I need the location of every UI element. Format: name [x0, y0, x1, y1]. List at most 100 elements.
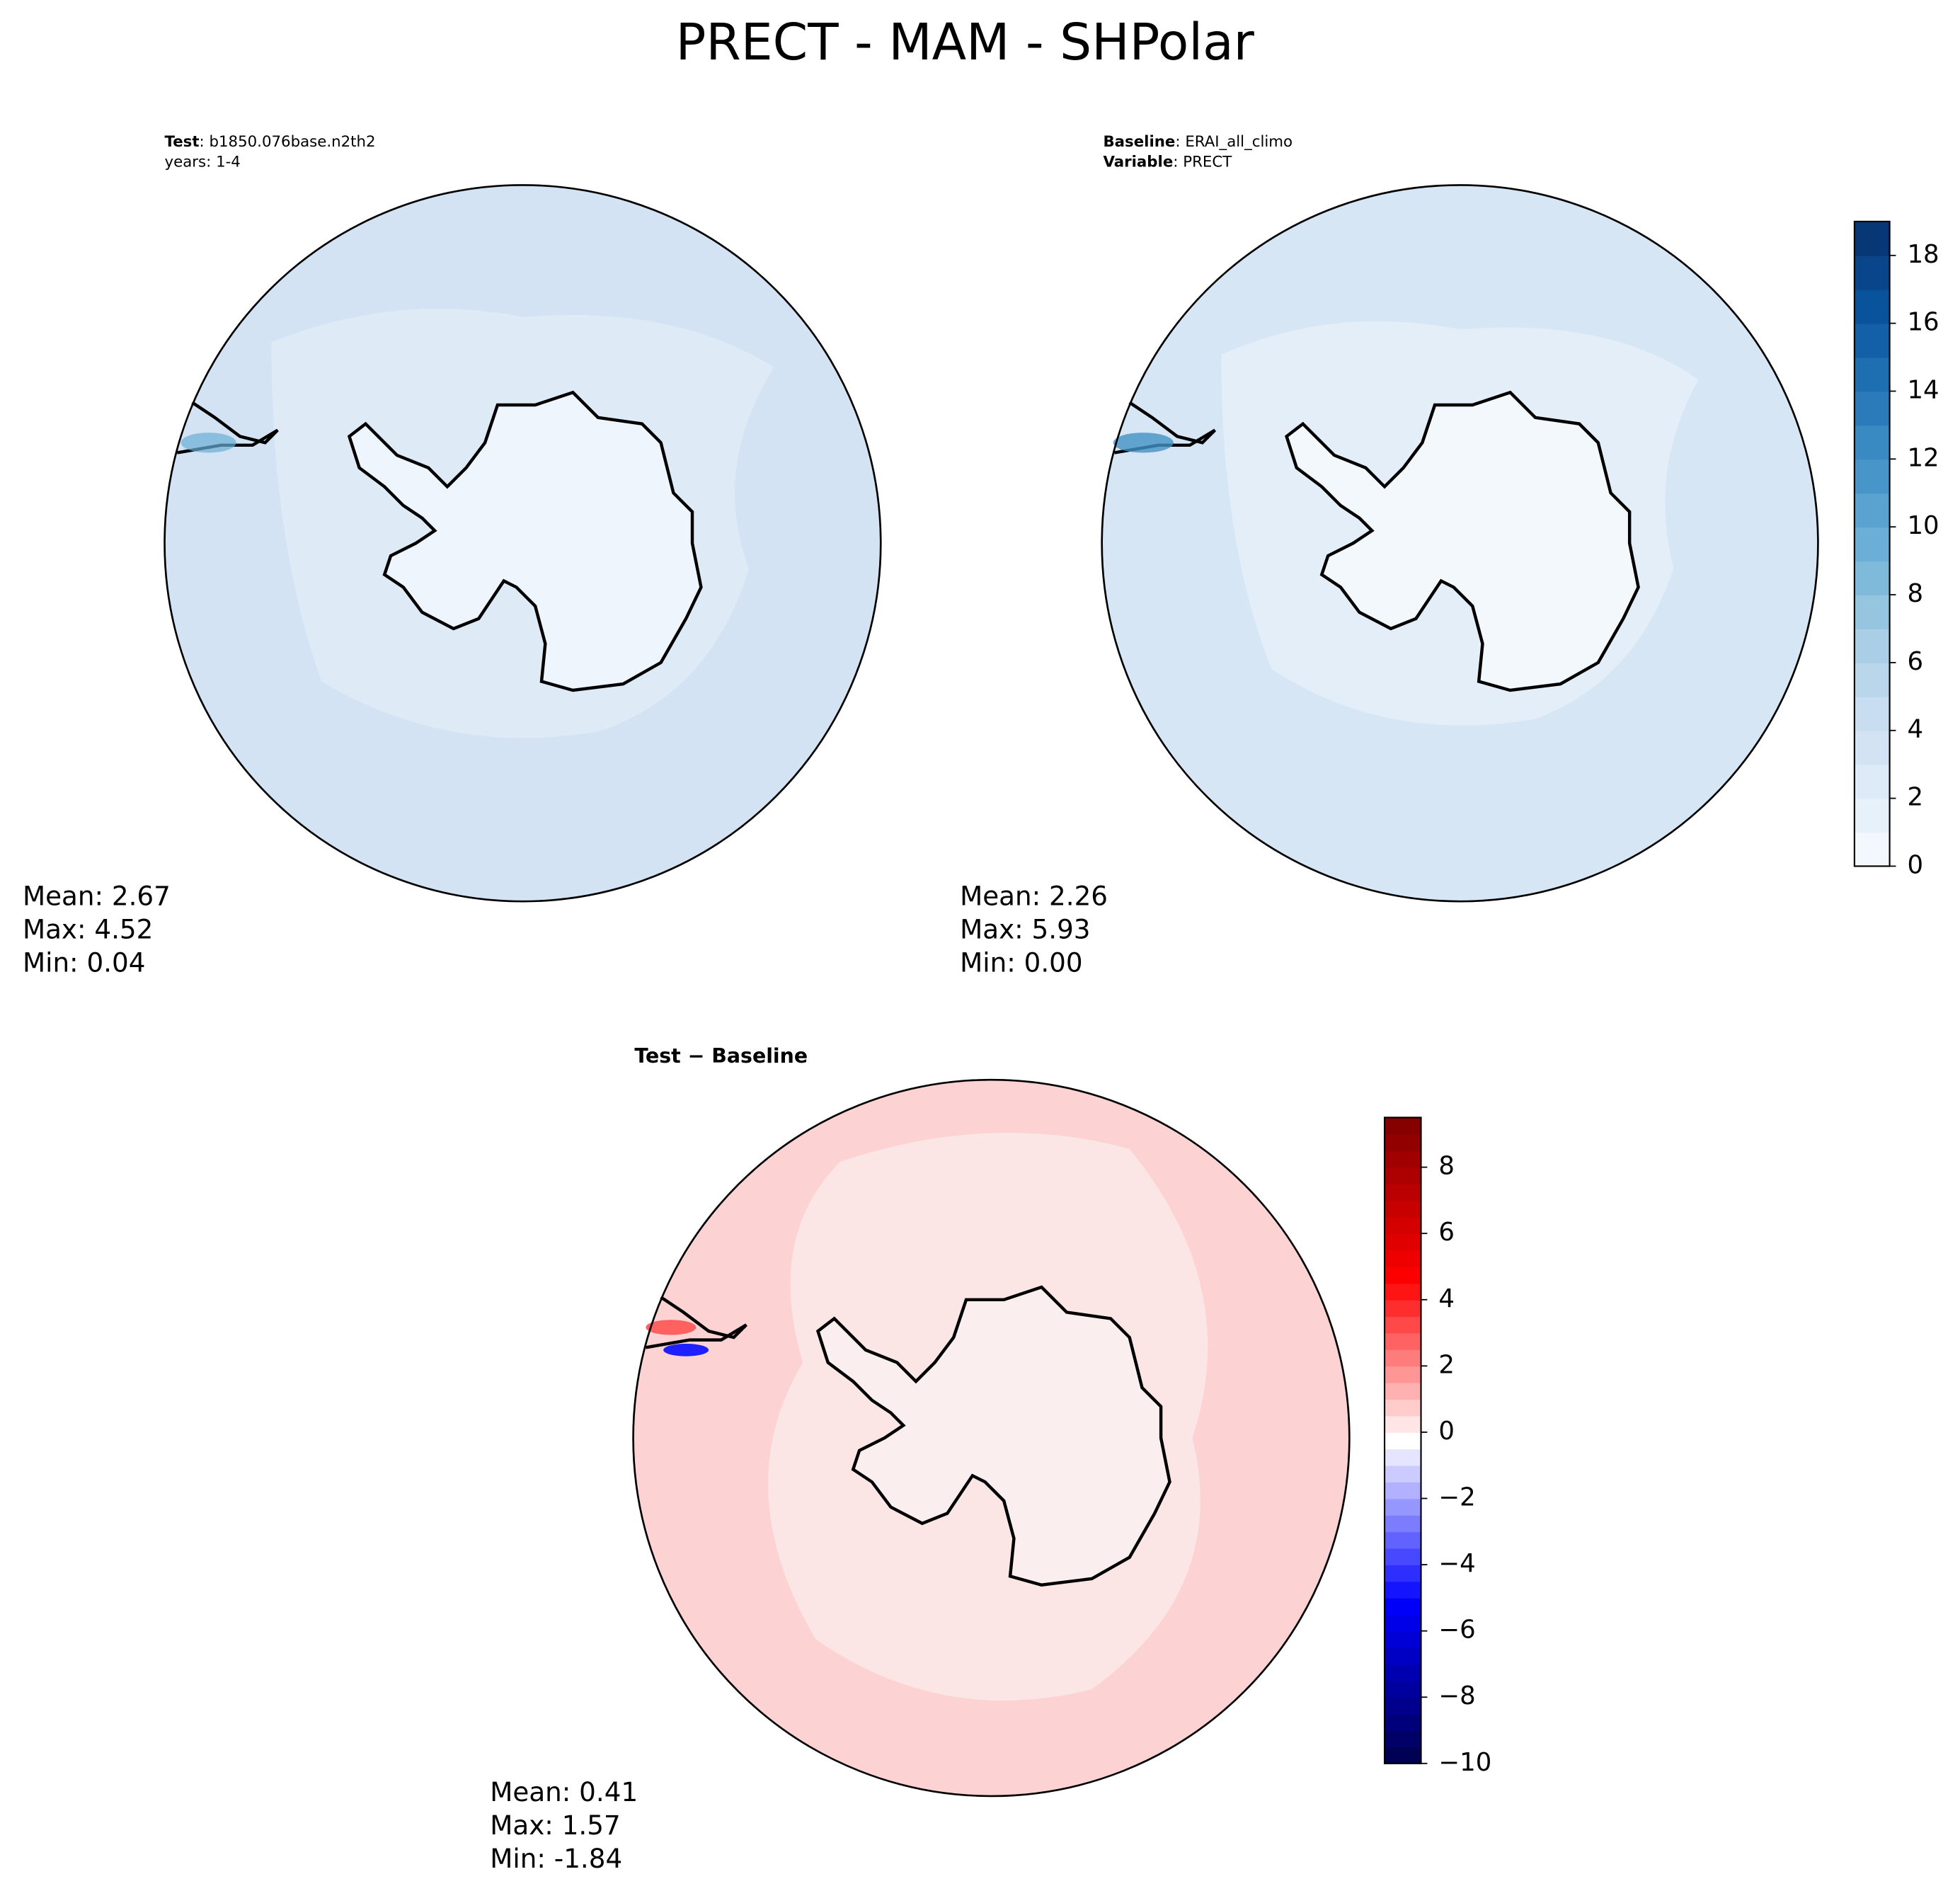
map-baseline [1101, 184, 1819, 903]
colorbar-band [1385, 1117, 1421, 1135]
header-text: : ERAI_all_climo [1175, 133, 1293, 151]
map-test [164, 184, 882, 903]
colorbar-band [1385, 1548, 1421, 1565]
panel-header: Test: b1850.076base.n2th2 [165, 133, 376, 151]
colorbar-tick-label: 4 [1907, 715, 1923, 744]
colorbar-band [1854, 493, 1890, 528]
colorbar-band [1385, 1150, 1421, 1168]
header-bold: Variable [1103, 153, 1173, 171]
colorbar-tick-label: −6 [1438, 1616, 1475, 1645]
colorbar-tick-label: 0 [1907, 850, 1923, 879]
colorbar-band [1854, 730, 1890, 765]
panel-header: Variable: PRECT [1103, 153, 1232, 171]
colorbar-band [1385, 1382, 1421, 1400]
colorbar-band [1385, 1697, 1421, 1715]
colorbar-frame [1853, 220, 1891, 867]
colorbar-band [1385, 1399, 1421, 1417]
stat-line: Mean: 2.67 [23, 880, 171, 911]
colorbar-band [1385, 1465, 1421, 1482]
colorbar-band [1385, 1283, 1421, 1301]
colorbar-tick-label: 0 [1438, 1417, 1455, 1446]
colorbar-band [1385, 1233, 1421, 1251]
colorbar-band [1854, 323, 1890, 358]
stat-line: Mean: 0.41 [490, 1776, 638, 1807]
colorbar-band [1385, 1514, 1421, 1533]
stat-line: Mean: 2.26 [960, 880, 1108, 911]
colorbar-band [1854, 357, 1890, 392]
colorbar-tick-label: 10 [1907, 511, 1939, 540]
colorbar-band [1854, 425, 1890, 460]
colorbar-tick-label: 14 [1907, 376, 1939, 405]
colorbar-band [1385, 1664, 1421, 1681]
header-text: : b1850.076base.n2th2 [200, 133, 376, 151]
panel-header: years: 1-4 [165, 153, 241, 171]
colorbar-tick-label: 18 [1907, 240, 1939, 269]
colorbar-band [1854, 832, 1890, 867]
colorbar-band [1385, 1200, 1421, 1218]
stat-line: Min: -1.84 [490, 1843, 622, 1874]
colorbar-band [1854, 391, 1890, 426]
colorbar-band [1385, 1449, 1421, 1466]
colorbar-band [1854, 798, 1890, 833]
colorbar-tick-label: 8 [1907, 579, 1923, 608]
header-text: years: 1-4 [165, 153, 241, 171]
colorbar-band [1854, 595, 1890, 629]
stat-line: Max: 5.93 [960, 913, 1090, 944]
colorbar-tick-label: 4 [1438, 1284, 1455, 1313]
colorbar-band [1854, 662, 1890, 697]
colorbar-band [1385, 1349, 1421, 1367]
colorbar-band [1854, 561, 1890, 595]
colorbar-band [1385, 1432, 1421, 1450]
colorbar-band [1385, 1366, 1421, 1383]
colorbar-band [1385, 1184, 1421, 1201]
colorbar-band [1385, 1167, 1421, 1184]
colorbar-tick-label: 6 [1438, 1218, 1455, 1247]
colorbar-band [1385, 1531, 1421, 1549]
colorbar-tick-label: −8 [1438, 1681, 1475, 1710]
stat-line: Max: 1.57 [490, 1810, 620, 1841]
colorbar-band [1854, 696, 1890, 731]
panel-header: Baseline: ERAI_all_climo [1103, 133, 1293, 151]
colorbar-band [1385, 1133, 1421, 1152]
colorbar-tick-label: −4 [1438, 1549, 1475, 1578]
colorbar-frame [1383, 1116, 1422, 1764]
header-bold: Test − Baseline [634, 1044, 808, 1068]
colorbar-band [1854, 289, 1890, 324]
header-bold: Baseline [1103, 133, 1175, 151]
header-bold: Test [165, 133, 200, 151]
panel-header: Test − Baseline [634, 1044, 808, 1068]
colorbar-band [1854, 764, 1890, 799]
map-difference [632, 1078, 1351, 1798]
colorbar-band [1385, 1316, 1421, 1334]
header-text: : PRECT [1173, 153, 1232, 171]
colorbar-band [1385, 1216, 1421, 1235]
colorbar-band [1385, 1581, 1421, 1599]
stat-line: Min: 0.04 [23, 947, 146, 978]
stat-line: Min: 0.00 [960, 947, 1083, 978]
colorbar-band [1385, 1415, 1421, 1433]
colorbar-band [1854, 221, 1890, 256]
colorbar-band [1385, 1680, 1421, 1698]
colorbar-band [1854, 527, 1890, 562]
colorbar-band [1385, 1713, 1421, 1731]
colorbar-band [1385, 1250, 1421, 1267]
colorbar-tick-label: 6 [1907, 647, 1923, 676]
colorbar-band [1385, 1332, 1421, 1350]
colorbar-band [1385, 1266, 1421, 1284]
colorbar-band [1385, 1498, 1421, 1516]
colorbar-tick-label: 2 [1907, 783, 1923, 812]
colorbar-band [1385, 1630, 1421, 1648]
colorbar-band [1385, 1647, 1421, 1665]
colorbar-band [1385, 1597, 1421, 1616]
colorbar-tick-label: −10 [1438, 1748, 1491, 1777]
colorbar-band [1385, 1730, 1421, 1748]
colorbar-band [1385, 1747, 1421, 1764]
stat-line: Max: 4.52 [23, 913, 153, 944]
colorbar-tick-label: 2 [1438, 1350, 1455, 1379]
colorbar-tick-label: 16 [1907, 308, 1939, 337]
colorbar-band [1854, 628, 1890, 663]
colorbar-tick-label: −2 [1438, 1483, 1475, 1512]
figure-title: PRECT - MAM - SHPolar [676, 13, 1255, 72]
